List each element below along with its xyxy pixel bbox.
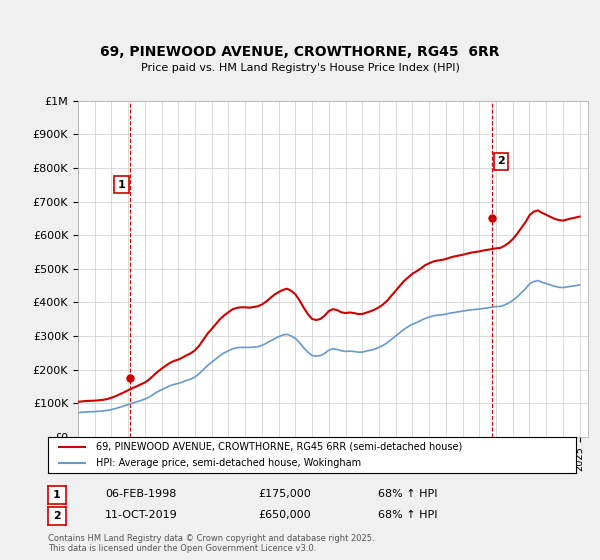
Text: HPI: Average price, semi-detached house, Wokingham: HPI: Average price, semi-detached house,… xyxy=(95,458,361,468)
Text: 2: 2 xyxy=(497,156,505,166)
Text: 11-OCT-2019: 11-OCT-2019 xyxy=(105,510,178,520)
Text: 69, PINEWOOD AVENUE, CROWTHORNE, RG45  6RR: 69, PINEWOOD AVENUE, CROWTHORNE, RG45 6R… xyxy=(100,45,500,59)
Text: 06-FEB-1998: 06-FEB-1998 xyxy=(105,489,176,499)
Text: 1: 1 xyxy=(118,180,125,190)
Text: 69, PINEWOOD AVENUE, CROWTHORNE, RG45 6RR (semi-detached house): 69, PINEWOOD AVENUE, CROWTHORNE, RG45 6R… xyxy=(95,442,462,452)
Text: £650,000: £650,000 xyxy=(258,510,311,520)
Text: Price paid vs. HM Land Registry's House Price Index (HPI): Price paid vs. HM Land Registry's House … xyxy=(140,63,460,73)
Text: £175,000: £175,000 xyxy=(258,489,311,499)
Text: Contains HM Land Registry data © Crown copyright and database right 2025.
This d: Contains HM Land Registry data © Crown c… xyxy=(48,534,374,553)
Text: 68% ↑ HPI: 68% ↑ HPI xyxy=(378,489,437,499)
Text: 1: 1 xyxy=(53,490,61,500)
Text: 2: 2 xyxy=(53,511,61,521)
Text: 68% ↑ HPI: 68% ↑ HPI xyxy=(378,510,437,520)
